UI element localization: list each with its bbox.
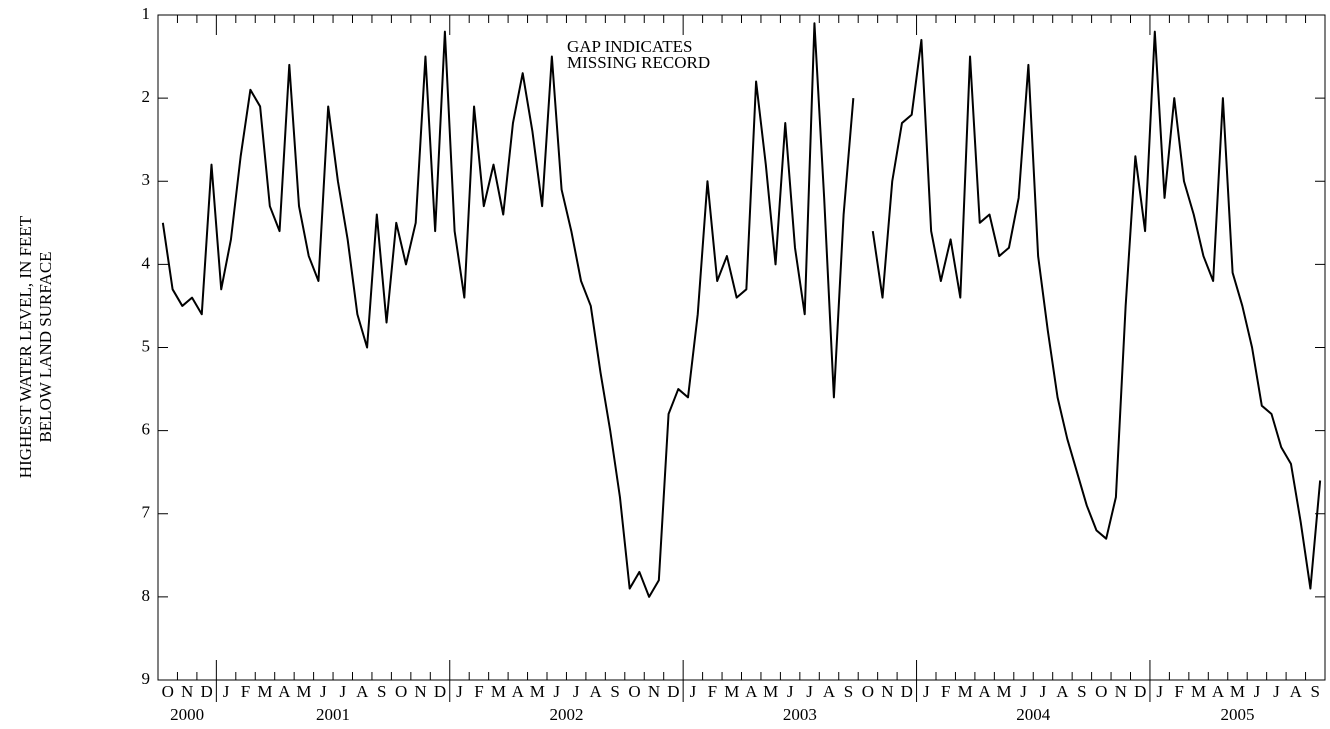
x-tick-label: D: [434, 682, 446, 701]
x-tick-label: M: [491, 682, 506, 701]
x-tick-label: J: [1040, 682, 1047, 701]
x-tick-label: M: [763, 682, 778, 701]
x-tick-label: M: [296, 682, 311, 701]
x-tick-label: D: [200, 682, 212, 701]
y-tick-label: 3: [142, 170, 151, 189]
x-tick-label: M: [530, 682, 545, 701]
year-label: 2002: [549, 705, 583, 724]
year-label: 2005: [1220, 705, 1254, 724]
x-tick-label: O: [1095, 682, 1107, 701]
year-label: 2003: [783, 705, 817, 724]
x-tick-label: A: [978, 682, 991, 701]
x-tick-label: J: [1020, 682, 1027, 701]
y-tick-label: 5: [142, 336, 151, 355]
y-axis-label: HIGHEST WATER LEVEL, IN FEET: [16, 215, 35, 478]
x-tick-label: S: [610, 682, 619, 701]
x-tick-label: D: [1134, 682, 1146, 701]
x-tick-label: A: [1212, 682, 1225, 701]
x-tick-label: J: [1156, 682, 1163, 701]
x-tick-label: O: [162, 682, 174, 701]
x-tick-label: A: [278, 682, 291, 701]
y-tick-label: 8: [142, 586, 151, 605]
x-tick-label: M: [724, 682, 739, 701]
x-tick-label: D: [901, 682, 913, 701]
year-label: 2000: [170, 705, 204, 724]
x-tick-label: F: [941, 682, 950, 701]
x-tick-label: F: [708, 682, 717, 701]
x-tick-label: J: [456, 682, 463, 701]
x-tick-label: N: [1115, 682, 1127, 701]
x-tick-label: F: [1174, 682, 1183, 701]
x-tick-label: D: [667, 682, 679, 701]
x-tick-label: N: [881, 682, 893, 701]
x-tick-label: J: [1254, 682, 1261, 701]
x-tick-label: M: [958, 682, 973, 701]
year-label: 2001: [316, 705, 350, 724]
x-tick-label: N: [414, 682, 426, 701]
x-tick-label: A: [356, 682, 369, 701]
annotation: GAP INDICATES: [567, 37, 692, 56]
x-tick-label: J: [806, 682, 813, 701]
x-tick-label: A: [512, 682, 525, 701]
x-tick-label: N: [648, 682, 660, 701]
x-tick-label: F: [241, 682, 250, 701]
x-tick-label: O: [862, 682, 874, 701]
x-tick-label: J: [690, 682, 697, 701]
x-tick-label: S: [844, 682, 853, 701]
y-tick-label: 7: [142, 503, 151, 522]
x-tick-label: A: [589, 682, 602, 701]
x-tick-label: A: [823, 682, 836, 701]
annotation: MISSING RECORD: [567, 53, 710, 72]
x-tick-label: S: [377, 682, 386, 701]
year-label: 2004: [1016, 705, 1051, 724]
x-tick-label: S: [1311, 682, 1320, 701]
data-line: [161, 22, 1322, 598]
x-tick-label: S: [1077, 682, 1086, 701]
x-tick-label: F: [474, 682, 483, 701]
x-tick-label: O: [628, 682, 640, 701]
x-tick-label: J: [923, 682, 930, 701]
x-tick-label: J: [223, 682, 230, 701]
x-tick-label: M: [1191, 682, 1206, 701]
y-axis-label: BELOW LAND SURFACE: [36, 251, 55, 442]
x-tick-label: N: [181, 682, 193, 701]
x-tick-label: J: [1273, 682, 1280, 701]
x-tick-label: J: [339, 682, 346, 701]
x-tick-label: J: [787, 682, 794, 701]
y-tick-label: 6: [142, 420, 151, 439]
x-tick-label: O: [395, 682, 407, 701]
y-tick-label: 9: [142, 669, 151, 688]
x-tick-label: J: [573, 682, 580, 701]
x-tick-label: J: [553, 682, 560, 701]
x-tick-label: M: [1230, 682, 1245, 701]
x-tick-label: M: [257, 682, 272, 701]
x-tick-label: A: [1290, 682, 1303, 701]
x-tick-label: A: [1056, 682, 1069, 701]
x-tick-label: M: [997, 682, 1012, 701]
x-tick-label: A: [745, 682, 758, 701]
y-tick-label: 2: [142, 87, 151, 106]
x-tick-label: J: [320, 682, 327, 701]
y-tick-label: 1: [142, 4, 151, 23]
y-tick-label: 4: [142, 253, 151, 272]
